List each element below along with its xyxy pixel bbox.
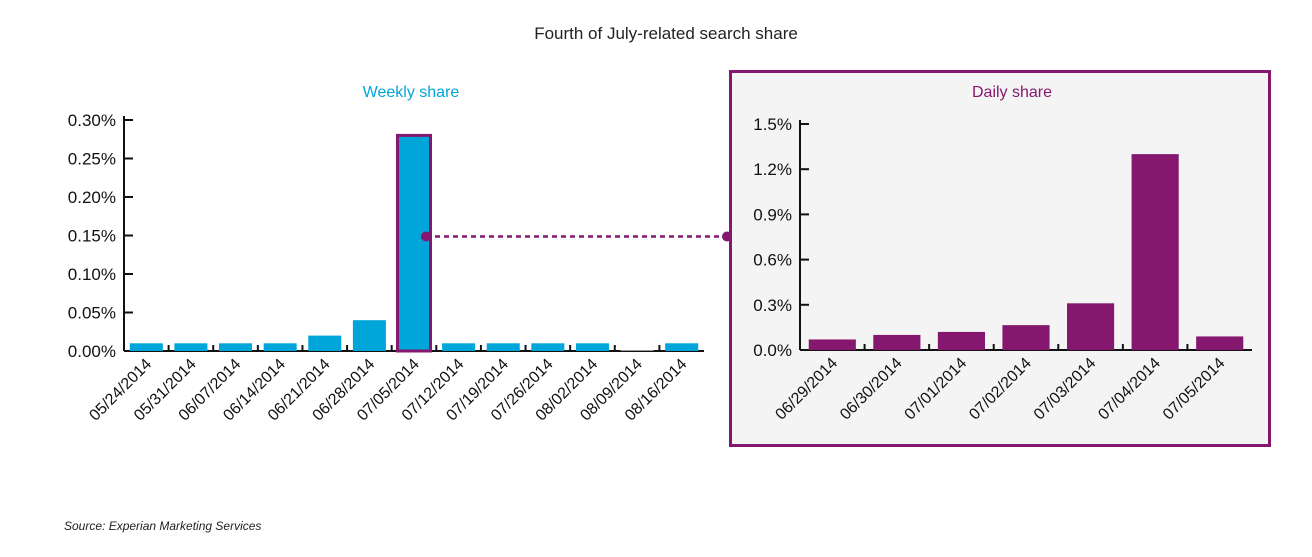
weekly-bar	[352, 320, 386, 351]
weekly-y-tick-label: 0.05%	[68, 304, 116, 323]
connector-dot-start	[421, 231, 431, 242]
weekly-y-tick-label: 0.15%	[68, 227, 116, 246]
weekly-y-tick-label: 0.30%	[68, 111, 116, 130]
daily-y-tick-label: 0.6%	[753, 251, 792, 270]
daily-bar	[1131, 154, 1179, 350]
weekly-bar	[129, 343, 163, 351]
daily-title: Daily share	[972, 84, 1052, 101]
weekly-title: Weekly share	[363, 84, 460, 101]
weekly-bar	[486, 343, 520, 351]
weekly-bar	[219, 343, 253, 351]
daily-y-tick-label: 1.5%	[753, 115, 792, 134]
daily-bar	[937, 331, 985, 350]
weekly-y-tick-label: 0.00%	[68, 342, 116, 361]
weekly-bar	[531, 343, 565, 351]
daily-bar	[873, 334, 921, 350]
weekly-bar	[174, 343, 208, 351]
weekly-bar	[620, 350, 654, 351]
daily-bar	[808, 339, 856, 350]
weekly-chart: 0.00%0.05%0.10%0.15%0.20%0.25%0.30%05/24…	[68, 111, 704, 424]
weekly-y-tick-label: 0.10%	[68, 265, 116, 284]
weekly-bar	[665, 343, 699, 351]
chart-title: Fourth of July-related search share	[534, 24, 798, 43]
weekly-bar	[442, 343, 476, 351]
daily-panel	[729, 70, 1271, 447]
weekly-bar	[575, 343, 609, 351]
daily-y-tick-label: 0.9%	[753, 205, 792, 224]
daily-bar	[1067, 303, 1115, 350]
weekly-bar	[308, 335, 342, 351]
daily-y-tick-label: 0.0%	[753, 341, 792, 360]
source-note: Source: Experian Marketing Services	[64, 519, 261, 533]
connector	[421, 231, 732, 242]
daily-y-tick-label: 1.2%	[753, 160, 792, 179]
weekly-y-tick-label: 0.20%	[68, 188, 116, 207]
daily-y-tick-label: 0.3%	[753, 296, 792, 315]
connector-dot-end	[722, 231, 732, 242]
weekly-y-tick-label: 0.25%	[68, 150, 116, 169]
weekly-bar	[263, 343, 297, 351]
daily-bar	[1002, 325, 1050, 350]
daily-bar	[1196, 336, 1244, 350]
weekly-bar	[395, 133, 433, 353]
